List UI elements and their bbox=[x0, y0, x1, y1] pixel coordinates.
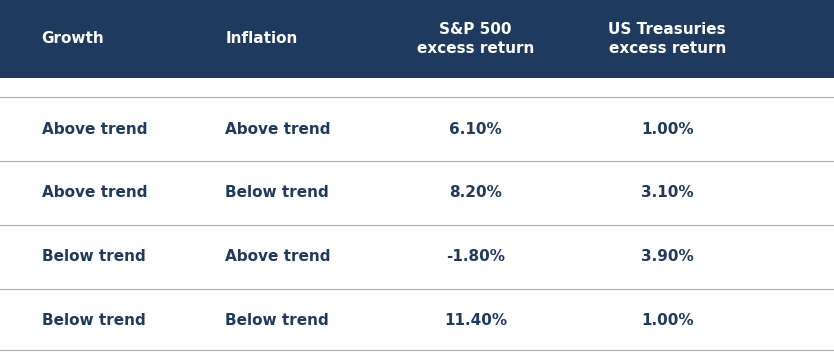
Text: Growth: Growth bbox=[42, 32, 104, 46]
Text: -1.80%: -1.80% bbox=[446, 249, 505, 264]
Text: Below trend: Below trend bbox=[42, 249, 145, 264]
Text: Above trend: Above trend bbox=[225, 122, 330, 137]
Text: 3.10%: 3.10% bbox=[641, 185, 694, 200]
Text: US Treasuries
excess return: US Treasuries excess return bbox=[608, 22, 726, 56]
Text: 1.00%: 1.00% bbox=[641, 122, 694, 137]
Text: Above trend: Above trend bbox=[42, 122, 147, 137]
Text: Above trend: Above trend bbox=[225, 249, 330, 264]
FancyBboxPatch shape bbox=[0, 0, 834, 78]
Text: 6.10%: 6.10% bbox=[449, 122, 502, 137]
Text: Below trend: Below trend bbox=[42, 313, 145, 328]
Text: S&P 500
excess return: S&P 500 excess return bbox=[417, 22, 534, 56]
Text: Below trend: Below trend bbox=[225, 185, 329, 200]
Text: 3.90%: 3.90% bbox=[641, 249, 694, 264]
Text: Inflation: Inflation bbox=[225, 32, 298, 46]
Text: 11.40%: 11.40% bbox=[444, 313, 507, 328]
Text: 1.00%: 1.00% bbox=[641, 313, 694, 328]
Text: 8.20%: 8.20% bbox=[449, 185, 502, 200]
Text: Below trend: Below trend bbox=[225, 313, 329, 328]
Text: Above trend: Above trend bbox=[42, 185, 147, 200]
